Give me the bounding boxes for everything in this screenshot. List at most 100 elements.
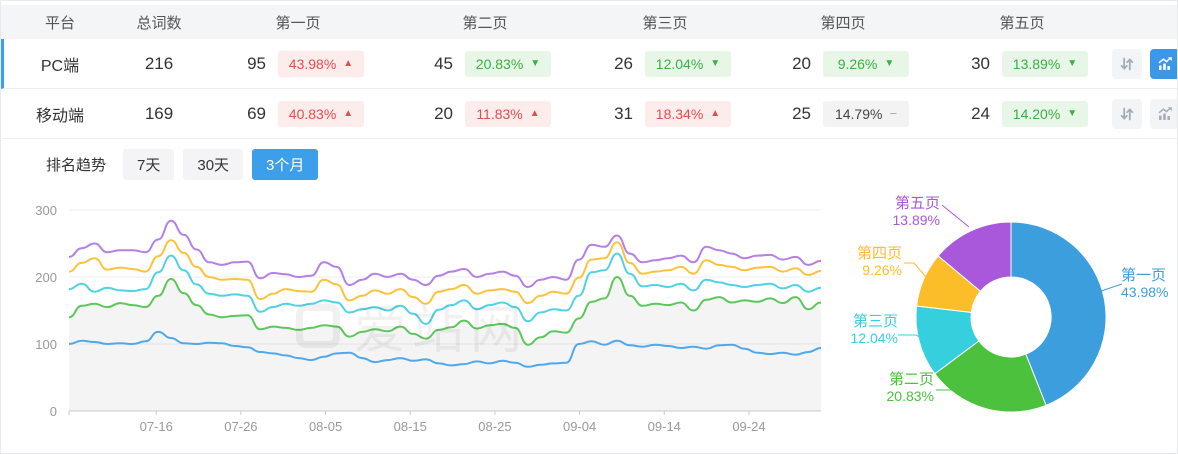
- donut-slice-第一页[interactable]: [1010, 221, 1107, 406]
- page-stats: 95 43.98% ▲: [202, 50, 394, 77]
- x-axis-tick: 09-24: [732, 419, 765, 434]
- donut-label-name: 第三页: [852, 313, 898, 330]
- page-stats: 24 14.20% ▼: [932, 100, 1112, 127]
- arrow-down-icon: ▼: [884, 57, 895, 69]
- page-count: 31: [614, 103, 633, 123]
- table-row[interactable]: PC端 216 95 43.98% ▲ 45 20.83% ▼ 26 12.04% ▼ 20 9.26%…: [1, 39, 1177, 89]
- trend-filter-bar: 排名趋势 7天 30天 3个月: [1, 139, 1177, 183]
- page-stats: 69 40.83% ▲: [202, 100, 394, 127]
- donut-label-name: 第四页: [856, 245, 902, 262]
- header-page3: 第三页: [642, 14, 688, 32]
- trend-chart-icon: [1158, 106, 1172, 120]
- donut-leader-line: [1097, 283, 1123, 293]
- donut-label-page5: 第五页 13.89%: [854, 195, 940, 229]
- change-badge: 13.89% ▼: [1002, 50, 1088, 77]
- x-axis-tick: 09-14: [648, 419, 681, 434]
- donut-slice-第五页[interactable]: [937, 221, 1012, 293]
- trend-line-svg[interactable]: 0 100 200 300 07-16 07-26 08-05 08-15 08-25 09-04…: [1, 183, 836, 445]
- page-count: 95: [247, 53, 266, 73]
- header-total: 总词数: [136, 14, 182, 32]
- x-axis-tick: 08-15: [394, 419, 427, 434]
- arrow-up-icon: ▲: [529, 107, 540, 119]
- filter-30-days[interactable]: 30天: [183, 148, 244, 180]
- page-count: 20: [792, 53, 811, 73]
- y-axis-tick: 200: [35, 270, 57, 285]
- change-pct: 13.89%: [1012, 55, 1061, 72]
- header-page1: 第一页: [275, 14, 321, 32]
- series-line-第一页: [68, 330, 822, 368]
- x-axis-tick: 08-05: [309, 419, 342, 434]
- donut-svg[interactable]: [836, 183, 1178, 454]
- donut-label-name: 第一页: [1121, 267, 1167, 284]
- page-stats: 26 12.04% ▼: [576, 50, 754, 77]
- y-axis-tick: 100: [35, 337, 57, 352]
- change-badge: 14.79% −: [823, 100, 909, 127]
- change-pct: 20.83%: [475, 55, 524, 72]
- x-axis-tick: 07-16: [140, 419, 173, 434]
- change-pct: 12.04%: [655, 55, 704, 72]
- change-badge: 14.20% ▼: [1002, 100, 1088, 127]
- sort-arrows-icon: [1120, 57, 1134, 70]
- row-actions: [1112, 98, 1177, 129]
- donut-label-page1: 第一页 43.98%: [1121, 267, 1177, 301]
- x-axis-tick: 07-26: [224, 419, 257, 434]
- total-words: 169: [144, 103, 174, 123]
- arrow-down-icon: ▼: [1067, 57, 1078, 69]
- series-line-第二页: [68, 276, 822, 346]
- change-pct: 43.98%: [288, 55, 337, 72]
- page-count: 26: [614, 53, 633, 73]
- donut-leader-line: [898, 334, 930, 343]
- series-line-第五页: [68, 219, 822, 288]
- header-platform: 平台: [44, 14, 75, 32]
- header-page5: 第五页: [999, 14, 1045, 32]
- change-badge: 12.04% ▼: [645, 50, 731, 77]
- arrow-up-icon: ▲: [343, 57, 354, 69]
- page-stats: 20 11.83% ▲: [394, 100, 576, 127]
- donut-leader-line: [936, 389, 1003, 405]
- charts-area: 0 100 200 300 07-16 07-26 08-05 08-15 08-25 09-04…: [1, 183, 1178, 454]
- page-count: 25: [792, 103, 811, 123]
- donut-label-pct: 12.04%: [850, 330, 898, 346]
- donut-slice-第二页[interactable]: [934, 340, 1047, 413]
- trend-line-chart[interactable]: 0 100 200 300 07-16 07-26 08-05 08-15 08-25 09-04…: [1, 183, 836, 453]
- arrow-down-icon: ▼: [710, 57, 721, 69]
- page-count: 69: [247, 103, 266, 123]
- platform-name: PC端: [40, 57, 80, 75]
- change-pct: 11.83%: [476, 105, 523, 122]
- x-axis-tick: 09-04: [563, 419, 596, 434]
- y-axis-tick: 300: [35, 203, 57, 218]
- dash-icon: −: [889, 106, 898, 121]
- header-page2: 第二页: [462, 14, 508, 32]
- page-count: 30: [971, 53, 990, 73]
- trend-chart-button[interactable]: [1150, 48, 1177, 79]
- change-pct: 40.83%: [288, 105, 337, 122]
- series-line-第三页: [68, 252, 822, 325]
- page-stats: 45 20.83% ▼: [394, 50, 576, 77]
- donut-label-page3: 第三页 12.04%: [838, 313, 898, 347]
- filter-7-days[interactable]: 7天: [123, 148, 175, 180]
- page-distribution-donut[interactable]: 第一页 43.98% 第二页 20.83% 第三页 12.04% 第四页 9.2…: [836, 183, 1178, 454]
- sort-arrows-button[interactable]: [1112, 48, 1142, 79]
- filter-3-months[interactable]: 3个月: [252, 148, 319, 180]
- table-row[interactable]: 移动端 169 69 40.83% ▲ 20 11.83% ▲ 31 18.34% ▲ 25 14.79…: [1, 89, 1177, 139]
- arrow-up-icon: ▲: [710, 107, 721, 119]
- table-header: 平台 总词数 第一页 第二页 第三页 第四页 第五页: [1, 5, 1177, 39]
- change-pct: 18.34%: [655, 105, 704, 122]
- donut-leader-line: [904, 262, 927, 278]
- change-pct: 14.20%: [1012, 105, 1061, 122]
- row-actions: [1112, 48, 1177, 79]
- platform-name: 移动端: [35, 107, 84, 125]
- page-stats: 25 14.79% −: [754, 100, 932, 127]
- page-stats: 31 18.34% ▲: [576, 100, 754, 127]
- page-count: 24: [971, 103, 990, 123]
- platform-table-body: PC端 216 95 43.98% ▲ 45 20.83% ▼ 26 12.04% ▼ 20 9.26%…: [1, 39, 1177, 139]
- donut-label-pct: 43.98%: [1121, 284, 1169, 300]
- change-badge: 40.83% ▲: [278, 100, 364, 127]
- change-badge: 9.26% ▼: [823, 50, 909, 77]
- donut-label-name: 第二页: [888, 371, 934, 388]
- sort-arrows-button[interactable]: [1112, 98, 1142, 129]
- trend-chart-button[interactable]: [1150, 98, 1177, 129]
- donut-label-pct: 9.26%: [862, 262, 902, 278]
- arrow-down-icon: ▼: [530, 57, 541, 69]
